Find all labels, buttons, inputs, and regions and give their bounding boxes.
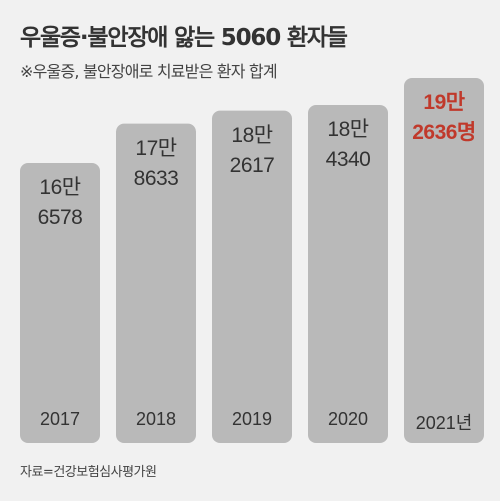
bar-value-line: 2617 [229,153,275,177]
bar-2018 [116,123,196,443]
bar-value-line: 2636명 [412,121,476,144]
category-label: 2021년 [415,413,473,433]
bar-value-line: 8633 [133,166,179,190]
bar-value-label: 17만 8633 [116,134,196,194]
category-label: 2019 [231,409,273,429]
bar-2017 [20,163,100,443]
bar-value-label: 18만 2617 [212,121,292,181]
bar-2020 [308,105,388,444]
bar-value-label: 18만 4340 [308,115,388,175]
bar-value-line: 18만 [231,123,273,147]
category-label: 2017 [39,409,81,429]
category-label: 2018 [135,409,177,429]
category-label: 2020 [327,409,369,429]
bar-2021년 [404,78,484,443]
bar-value-line: 18만 [327,118,369,142]
chart-subtitle: ※우울증, 불안장애로 치료받은 환자 합계 [20,62,278,81]
bar-value-line: 4340 [325,148,371,172]
bar-value-label: 16만 6578 [20,173,100,233]
chart-title: 우울증·불안장애 앓는 5060 환자들 [20,25,348,51]
bar-2019 [212,110,292,443]
bar-value-line: 16만 [39,176,81,199]
bar-value-line: 19만 [423,91,465,114]
bar-value-line: 17만 [135,136,177,160]
bar-value-label: 19만 2636명 [404,88,484,148]
bar-value-line: 6578 [37,206,83,229]
source-note: 자료=건강보험심사평가원 [20,465,157,480]
